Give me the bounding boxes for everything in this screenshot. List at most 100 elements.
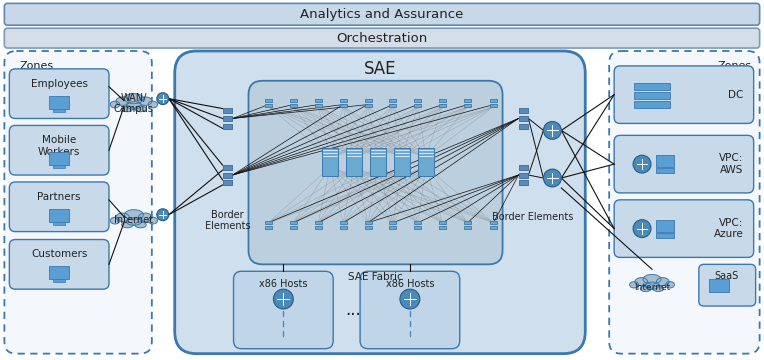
Ellipse shape: [640, 286, 651, 292]
Text: Orchestration: Orchestration: [336, 32, 428, 45]
Bar: [364, 99, 371, 102]
Text: Zones: Zones: [717, 61, 752, 71]
Text: x86 Hosts: x86 Hosts: [259, 279, 308, 289]
Bar: [519, 116, 528, 121]
Bar: [490, 221, 497, 224]
Bar: [265, 226, 272, 229]
Bar: [53, 279, 65, 282]
Ellipse shape: [126, 218, 141, 225]
Bar: [346, 148, 362, 176]
Text: Partners: Partners: [37, 192, 81, 202]
FancyBboxPatch shape: [234, 271, 333, 349]
Bar: [465, 99, 471, 102]
FancyBboxPatch shape: [248, 81, 503, 264]
Bar: [53, 222, 65, 225]
Ellipse shape: [148, 101, 157, 108]
Text: Employees: Employees: [31, 79, 88, 89]
Bar: [53, 109, 65, 112]
Ellipse shape: [138, 213, 152, 221]
Bar: [634, 83, 670, 90]
Bar: [340, 104, 347, 107]
Bar: [223, 180, 232, 185]
Text: SaaS: SaaS: [714, 271, 739, 281]
Bar: [439, 221, 446, 224]
Text: WAN/
Campus: WAN/ Campus: [114, 93, 154, 114]
Ellipse shape: [125, 210, 144, 220]
Ellipse shape: [643, 274, 661, 284]
Bar: [394, 148, 410, 176]
Bar: [315, 99, 322, 102]
Text: SAE Fabric: SAE Fabric: [348, 272, 403, 282]
Bar: [223, 165, 232, 170]
Bar: [390, 99, 397, 102]
Bar: [340, 99, 347, 102]
Circle shape: [274, 289, 293, 309]
Text: Internet: Internet: [115, 215, 154, 225]
Bar: [414, 99, 422, 102]
Text: Internet: Internet: [634, 283, 670, 292]
Bar: [519, 180, 528, 185]
Bar: [656, 155, 674, 167]
Ellipse shape: [653, 286, 664, 292]
Bar: [290, 221, 296, 224]
Text: x86 Hosts: x86 Hosts: [386, 279, 434, 289]
Text: Customers: Customers: [31, 249, 87, 260]
Bar: [265, 104, 272, 107]
Circle shape: [400, 289, 420, 309]
Text: ...: ...: [345, 301, 361, 319]
Ellipse shape: [665, 282, 675, 288]
Bar: [439, 99, 446, 102]
Ellipse shape: [135, 106, 146, 112]
Ellipse shape: [138, 97, 152, 105]
FancyBboxPatch shape: [614, 66, 753, 123]
Bar: [265, 221, 272, 224]
FancyBboxPatch shape: [5, 28, 759, 48]
Bar: [49, 209, 69, 222]
Text: Mobile
Workers: Mobile Workers: [38, 135, 80, 157]
FancyBboxPatch shape: [9, 125, 109, 175]
Bar: [490, 99, 497, 102]
Text: Analytics and Assurance: Analytics and Assurance: [300, 8, 464, 21]
Bar: [364, 226, 371, 229]
FancyBboxPatch shape: [614, 200, 753, 257]
Text: Border Elements: Border Elements: [492, 212, 573, 222]
Bar: [439, 104, 446, 107]
FancyBboxPatch shape: [5, 51, 152, 354]
Bar: [490, 104, 497, 107]
Bar: [49, 266, 69, 279]
FancyBboxPatch shape: [614, 135, 753, 193]
Bar: [519, 124, 528, 129]
Ellipse shape: [148, 217, 157, 224]
Text: DC: DC: [728, 90, 743, 100]
Bar: [290, 104, 296, 107]
Ellipse shape: [121, 222, 133, 228]
FancyBboxPatch shape: [5, 3, 759, 25]
Circle shape: [543, 121, 562, 139]
Bar: [390, 104, 397, 107]
Ellipse shape: [121, 106, 133, 112]
Bar: [519, 172, 528, 177]
Ellipse shape: [656, 278, 669, 285]
Ellipse shape: [645, 282, 659, 289]
Ellipse shape: [125, 94, 144, 104]
Bar: [519, 108, 528, 113]
Bar: [290, 99, 296, 102]
Circle shape: [157, 93, 169, 105]
Text: SAE: SAE: [364, 60, 397, 78]
Bar: [322, 148, 338, 176]
Bar: [656, 233, 674, 238]
Bar: [364, 221, 371, 224]
Bar: [315, 104, 322, 107]
Bar: [223, 124, 232, 129]
Ellipse shape: [116, 97, 129, 105]
Bar: [364, 104, 371, 107]
Ellipse shape: [630, 282, 639, 288]
Text: VPC:
AWS: VPC: AWS: [719, 153, 743, 175]
Bar: [656, 168, 674, 173]
Bar: [370, 148, 386, 176]
Bar: [265, 99, 272, 102]
Bar: [465, 104, 471, 107]
FancyBboxPatch shape: [609, 51, 759, 354]
Bar: [53, 165, 65, 168]
Bar: [634, 100, 670, 108]
